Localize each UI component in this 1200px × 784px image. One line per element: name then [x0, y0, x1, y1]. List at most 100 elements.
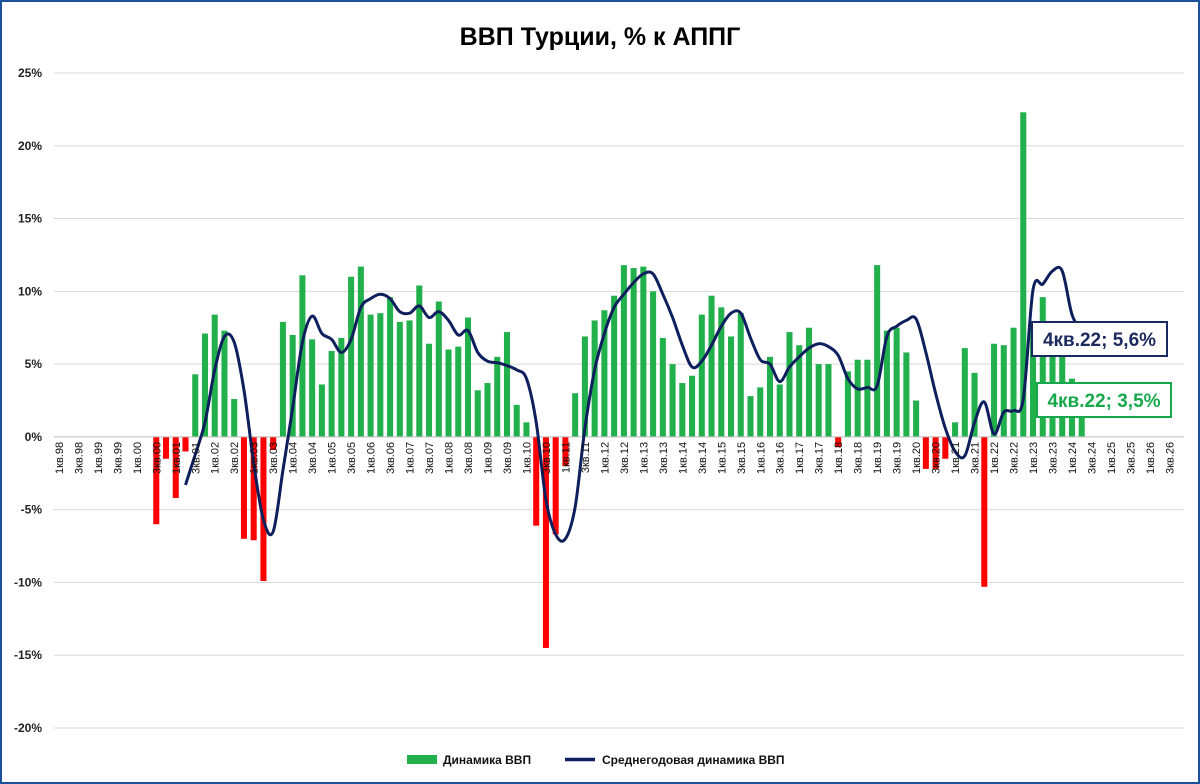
x-tick-label: 1кв.26	[1145, 442, 1157, 474]
x-tick-label: 3кв.21	[970, 442, 982, 474]
y-tick-label: 25%	[18, 66, 42, 80]
x-tick-label: 3кв.01	[190, 442, 202, 474]
gdp-bar	[192, 374, 199, 437]
gdp-bar	[844, 371, 851, 437]
gdp-bar	[328, 351, 335, 437]
gdp-bar	[747, 396, 754, 437]
gdp-bar	[932, 436, 939, 469]
gdp-bar	[874, 265, 881, 437]
x-tick-label: 1кв.00	[132, 442, 144, 474]
x-tick-label: 1кв.13	[638, 442, 650, 474]
gdp-bar	[971, 372, 978, 437]
x-tick-label: 1кв.20	[911, 442, 923, 474]
y-tick-label: -20%	[14, 721, 42, 735]
gdp-bar	[650, 291, 657, 437]
gdp-bar	[299, 275, 306, 437]
chart-title: ВВП Турции, % к АППГ	[460, 23, 741, 51]
gdp-bar	[757, 387, 764, 437]
gdp-bar	[445, 349, 452, 437]
legend-label-line: Среднегодовая динамика ВВП	[602, 753, 785, 767]
gdp-bar	[815, 364, 822, 437]
gdp-bar	[533, 436, 540, 526]
gdp-bar	[679, 383, 686, 437]
gdp-bar	[396, 321, 403, 437]
x-tick-label: 3кв.13	[658, 442, 670, 474]
x-tick-label: 3кв.04	[307, 442, 319, 474]
y-tick-label: 20%	[18, 139, 42, 153]
x-tick-label: 1кв.09	[483, 442, 495, 474]
gdp-bar	[474, 390, 481, 437]
y-tick-label: 10%	[18, 284, 42, 298]
gdp-bar	[620, 265, 627, 437]
y-tick-label: -15%	[14, 648, 42, 662]
x-tick-label: 1кв.17	[794, 442, 806, 474]
x-tick-label: 1кв.07	[405, 442, 417, 474]
gdp-bar	[367, 314, 374, 437]
gdp-bar	[835, 436, 842, 448]
y-tick-label: -10%	[14, 575, 42, 589]
bars	[153, 112, 1085, 648]
gdp-bar	[513, 404, 520, 437]
average-line	[184, 265, 1093, 543]
gdp-bar	[464, 317, 472, 437]
callout-box-average	[1031, 321, 1168, 357]
x-tick-label: 1кв.03	[249, 442, 261, 474]
gdp-bar	[776, 384, 783, 437]
gdp-bar	[416, 285, 423, 437]
gdp-bar	[942, 436, 949, 459]
x-tick-label: 3кв.14	[697, 442, 709, 474]
gdp-bar	[406, 320, 413, 437]
gdp-bar	[163, 436, 170, 459]
x-tick-label: 3кв.03	[268, 442, 280, 474]
x-tick-label: 3кв.08	[463, 442, 475, 474]
gdp-bar	[581, 336, 588, 437]
gdp-bar	[728, 336, 735, 437]
gdp-bar	[1039, 297, 1046, 437]
gdp-bar	[153, 436, 160, 525]
gdp-bar	[572, 393, 579, 437]
x-tick-label: 3кв.22	[1009, 442, 1021, 474]
gdp-bar	[260, 436, 267, 581]
gdp-bar	[1059, 323, 1066, 437]
x-tick-label: 1кв.21	[950, 442, 962, 474]
gdp-bar	[708, 295, 715, 437]
gdp-bar	[455, 346, 462, 437]
x-tick-label: 3кв.11	[580, 442, 592, 473]
gdp-bar	[864, 359, 871, 437]
x-tick-label: 1кв.99	[93, 442, 105, 474]
y-tick-label: 15%	[18, 212, 42, 226]
gdp-bar	[591, 320, 598, 437]
x-tick-label: 1кв.08	[444, 442, 456, 474]
y-axis-ticks: 25% 20% 15% 10% 5% 0% -5% -10% -15% -20%	[14, 66, 42, 735]
gdp-bar	[854, 359, 861, 437]
legend-swatch-bars	[407, 755, 437, 764]
gdp-bar	[250, 436, 257, 541]
callout-gdp-label: 4кв.22; 3,5%	[1047, 391, 1160, 412]
x-tick-label: 3кв.09	[502, 442, 514, 474]
gdp-bar	[893, 327, 900, 437]
gdp-bar	[903, 352, 910, 437]
gdp-bar	[426, 343, 433, 437]
gdp-bar	[1020, 112, 1027, 437]
x-tick-label: 3кв.25	[1125, 442, 1137, 474]
x-tick-label: 1кв.22	[989, 442, 1001, 474]
x-tick-label: 1кв.02	[210, 442, 222, 474]
x-tick-label: 3кв.26	[1164, 442, 1176, 474]
gdp-bar	[387, 297, 394, 437]
x-tick-label: 3кв.17	[814, 442, 826, 474]
x-tick-label: 3кв.07	[424, 442, 436, 474]
x-tick-label: 1кв.18	[833, 442, 845, 474]
x-tick-label: 3кв.19	[892, 442, 904, 474]
gdp-bar	[1029, 321, 1037, 437]
callout-box-gdp	[1036, 382, 1172, 418]
gdp-bar	[503, 332, 510, 437]
y-tick-label: 5%	[25, 357, 43, 371]
x-tick-label: 3кв.10	[541, 442, 553, 474]
gdp-bar	[357, 266, 364, 437]
x-tick-label: 1кв.15	[716, 442, 728, 474]
gdp-bar	[289, 335, 296, 437]
gdp-bar	[494, 356, 501, 437]
gdp-bar	[952, 422, 959, 437]
x-tick-label: 1кв.23	[1028, 442, 1040, 474]
